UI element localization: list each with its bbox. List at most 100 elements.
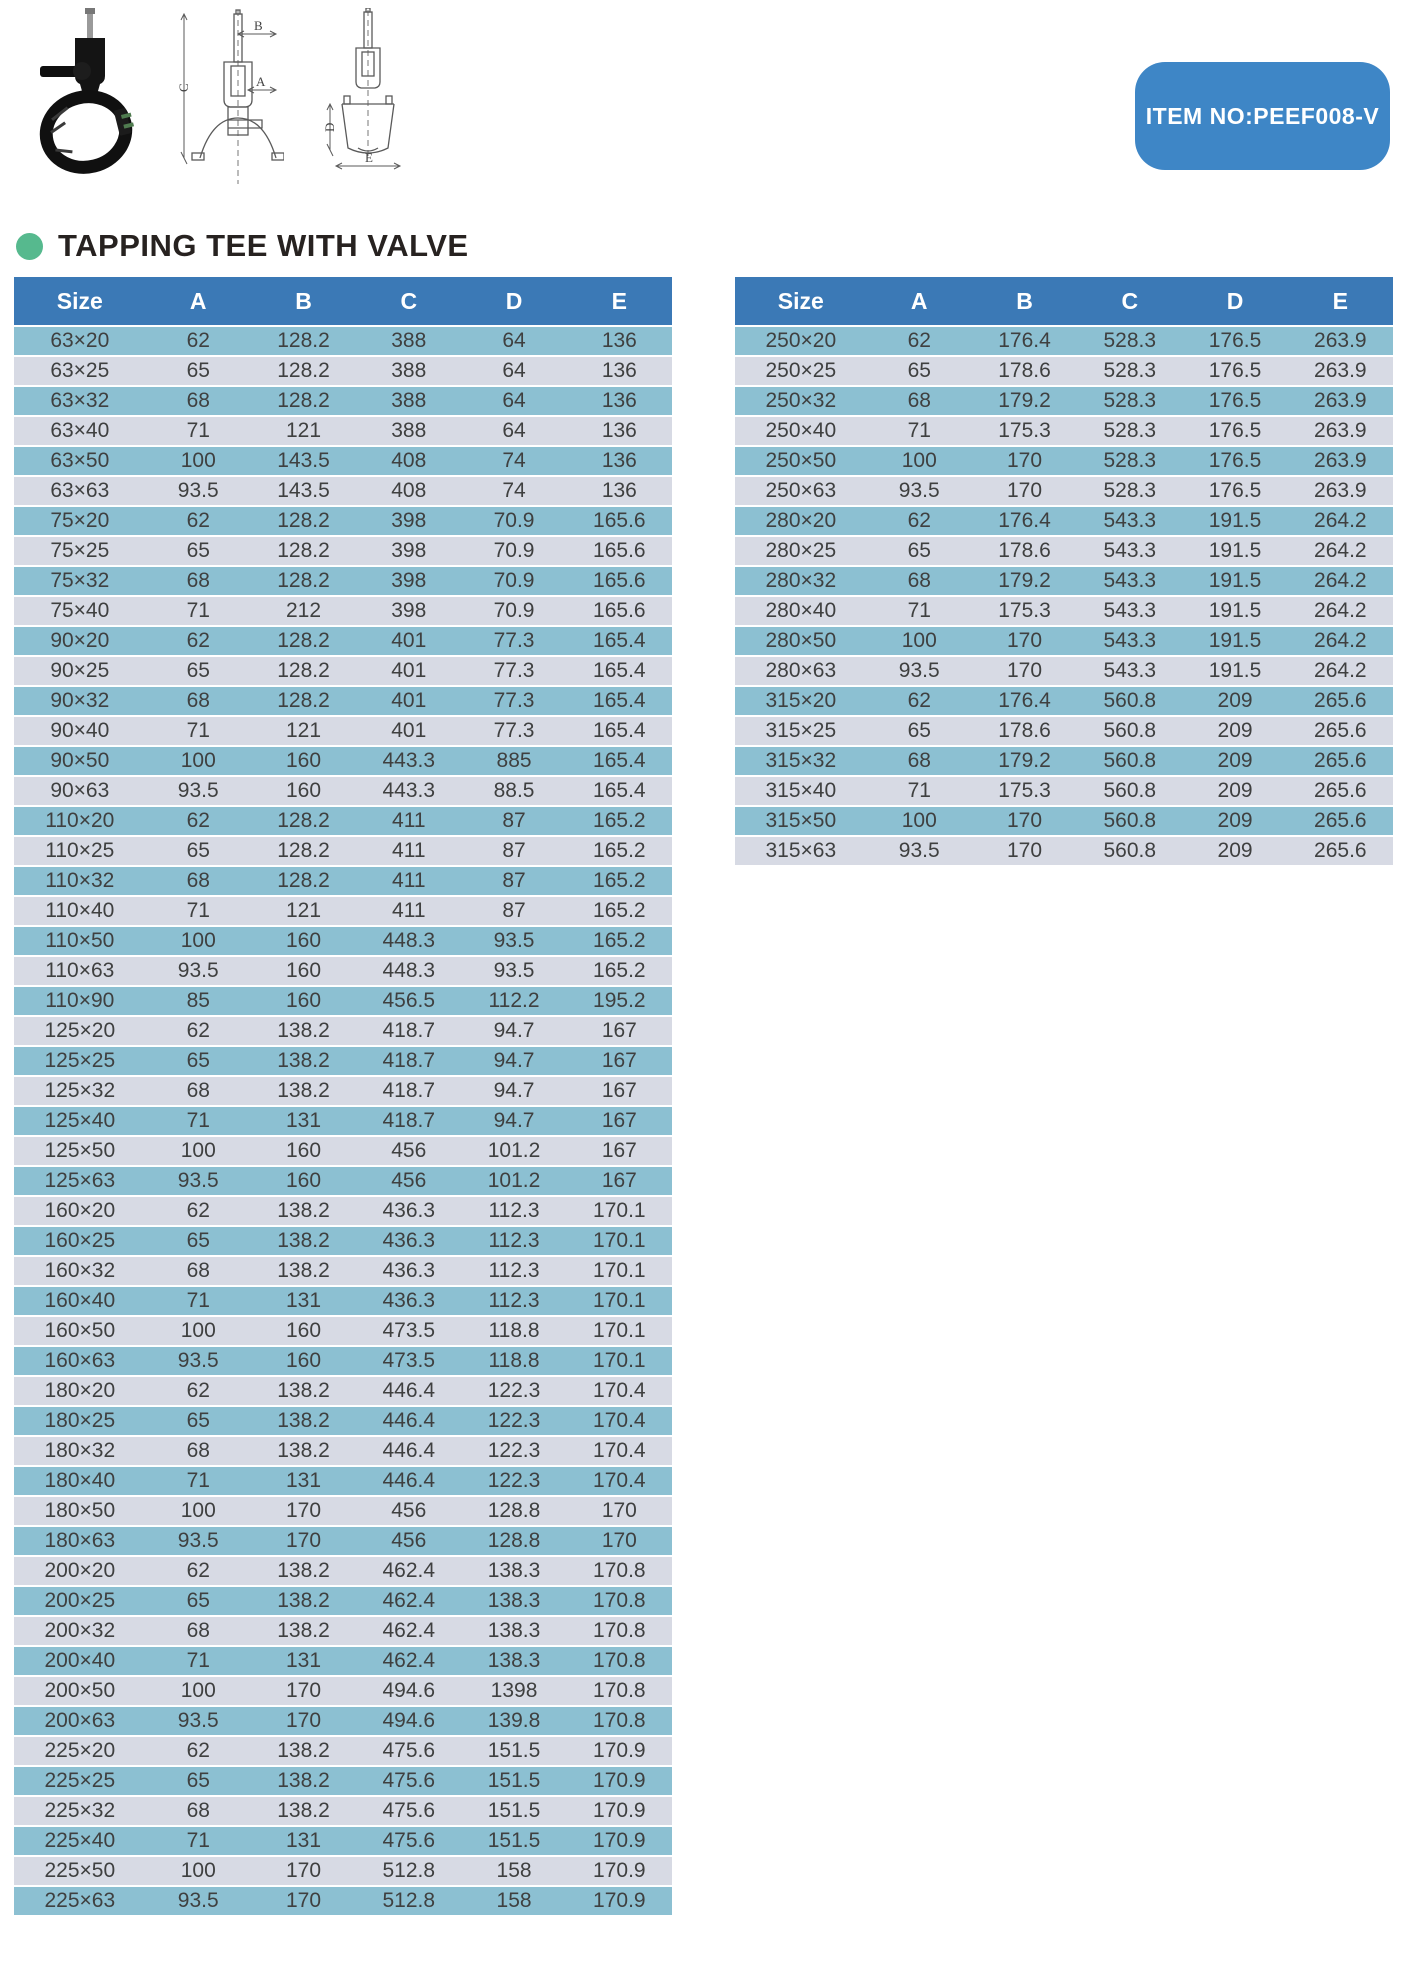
table-cell: 462.4	[356, 1556, 462, 1587]
table-cell: 128.2	[250, 626, 357, 657]
table-cell: 68	[145, 1436, 251, 1467]
table-cell: 265.6	[1287, 776, 1393, 807]
table-cell: 512.8	[356, 1886, 462, 1917]
table-cell: 138.3	[461, 1586, 567, 1617]
table-cell: 160	[250, 746, 357, 777]
table-cell: 398	[356, 536, 462, 567]
table-row: 180×32 68 138.2 446.4 122.3 170.4	[14, 1436, 672, 1467]
table-cell: 93.5	[145, 1706, 251, 1737]
table-cell: 398	[356, 506, 462, 537]
table-cell: 93.5	[866, 476, 972, 507]
table-cell: 65	[145, 1406, 251, 1437]
table-cell: 209	[1182, 836, 1288, 867]
table-cell: 209	[1182, 746, 1288, 777]
table-cell: 264.2	[1287, 596, 1393, 627]
table-cell: 121	[250, 416, 357, 447]
table-row: 315×20 62 176.4 560.8 209 265.6	[735, 686, 1393, 717]
table-cell: 64	[461, 326, 567, 357]
table-cell: 179.2	[971, 746, 1078, 777]
table-cell: 200×25	[14, 1586, 146, 1617]
table-cell: 418.7	[356, 1106, 462, 1137]
page-title: TAPPING TEE WITH VALVE	[58, 228, 469, 263]
table-cell: 90×32	[14, 686, 146, 717]
table-cell: 118.8	[461, 1346, 567, 1377]
table-cell: 543.3	[1077, 626, 1183, 657]
table-cell: 63×63	[14, 476, 146, 507]
table-cell: 93.5	[145, 956, 251, 987]
table-cell: 70.9	[461, 536, 567, 567]
table-cell: 68	[145, 686, 251, 717]
table-cell: 494.6	[356, 1706, 462, 1737]
table-cell: 494.6	[356, 1676, 462, 1707]
table-cell: 401	[356, 626, 462, 657]
table-row: 315×25 65 178.6 560.8 209 265.6	[735, 716, 1393, 747]
table-cell: 225×50	[14, 1856, 146, 1887]
table-cell: 138.2	[250, 1556, 357, 1587]
table-cell: 456.5	[356, 986, 462, 1017]
table-row: 125×40 71 131 418.7 94.7 167	[14, 1106, 672, 1137]
table-cell: 178.6	[971, 356, 1078, 387]
table-cell: 165.2	[566, 806, 672, 837]
table-cell: 77.3	[461, 686, 567, 717]
table-row: 280×40 71 175.3 543.3 191.5 264.2	[735, 596, 1393, 627]
table-cell: 70.9	[461, 596, 567, 627]
product-photo	[39, 8, 135, 174]
table-cell: 560.8	[1077, 806, 1183, 837]
table-cell: 160	[250, 1346, 357, 1377]
table-cell: 180×50	[14, 1496, 146, 1527]
column-header: B	[971, 277, 1078, 327]
table-row: 63×20 62 128.2 388 64 136	[14, 326, 672, 357]
table-cell: 418.7	[356, 1076, 462, 1107]
table-cell: 475.6	[356, 1766, 462, 1797]
table-cell: 71	[145, 596, 251, 627]
table-cell: 110×32	[14, 866, 146, 897]
table-cell: 101.2	[461, 1136, 567, 1167]
table-cell: 71	[866, 416, 972, 447]
table-cell: 446.4	[356, 1436, 462, 1467]
table-cell: 250×50	[735, 446, 867, 477]
column-header: B	[250, 277, 357, 327]
table-cell: 131	[250, 1826, 357, 1857]
table-cell: 68	[145, 386, 251, 417]
table-cell: 128.2	[250, 866, 357, 897]
table-cell: 212	[250, 596, 357, 627]
table-cell: 138.2	[250, 1076, 357, 1107]
table-row: 315×32 68 179.2 560.8 209 265.6	[735, 746, 1393, 777]
table-cell: 65	[145, 1766, 251, 1797]
table-cell: 93.5	[461, 956, 567, 987]
spec-table-right: Size A B C D E 250×20 62 176.4 528.3 176.5 263.9 25…	[735, 277, 1393, 867]
table-cell: 138.2	[250, 1616, 357, 1647]
table-cell: 885	[461, 746, 567, 777]
item-number-badge: ITEM NO:PEEF008-V	[1135, 62, 1390, 170]
table-cell: 100	[145, 1136, 251, 1167]
table-cell: 180×40	[14, 1466, 146, 1497]
table-cell: 191.5	[1182, 596, 1288, 627]
dim-label-c: C	[176, 83, 191, 92]
table-row: 160×63 93.5 160 473.5 118.8 170.1	[14, 1346, 672, 1377]
table-cell: 131	[250, 1106, 357, 1137]
table-cell: 170.9	[566, 1886, 672, 1917]
table-cell: 560.8	[1077, 836, 1183, 867]
table-cell: 138.2	[250, 1256, 357, 1287]
table-cell: 65	[145, 656, 251, 687]
table-cell: 315×40	[735, 776, 867, 807]
table-row: 225×20 62 138.2 475.6 151.5 170.9	[14, 1736, 672, 1767]
table-cell: 112.3	[461, 1256, 567, 1287]
table-row: 250×50 100 170 528.3 176.5 263.9	[735, 446, 1393, 477]
table-cell: 151.5	[461, 1736, 567, 1767]
table-cell: 170.8	[566, 1586, 672, 1617]
table-cell: 138.2	[250, 1766, 357, 1797]
table-cell: 436.3	[356, 1226, 462, 1257]
table-cell: 176.4	[971, 686, 1078, 717]
table-cell: 128.8	[461, 1526, 567, 1557]
table-cell: 112.2	[461, 986, 567, 1017]
table-cell: 128.2	[250, 536, 357, 567]
table-cell: 176.5	[1182, 326, 1288, 357]
table-cell: 68	[866, 386, 972, 417]
table-cell: 138.3	[461, 1646, 567, 1677]
table-cell: 263.9	[1287, 416, 1393, 447]
table-row: 160×25 65 138.2 436.3 112.3 170.1	[14, 1226, 672, 1257]
table-cell: 110×63	[14, 956, 146, 987]
table-cell: 87	[461, 806, 567, 837]
